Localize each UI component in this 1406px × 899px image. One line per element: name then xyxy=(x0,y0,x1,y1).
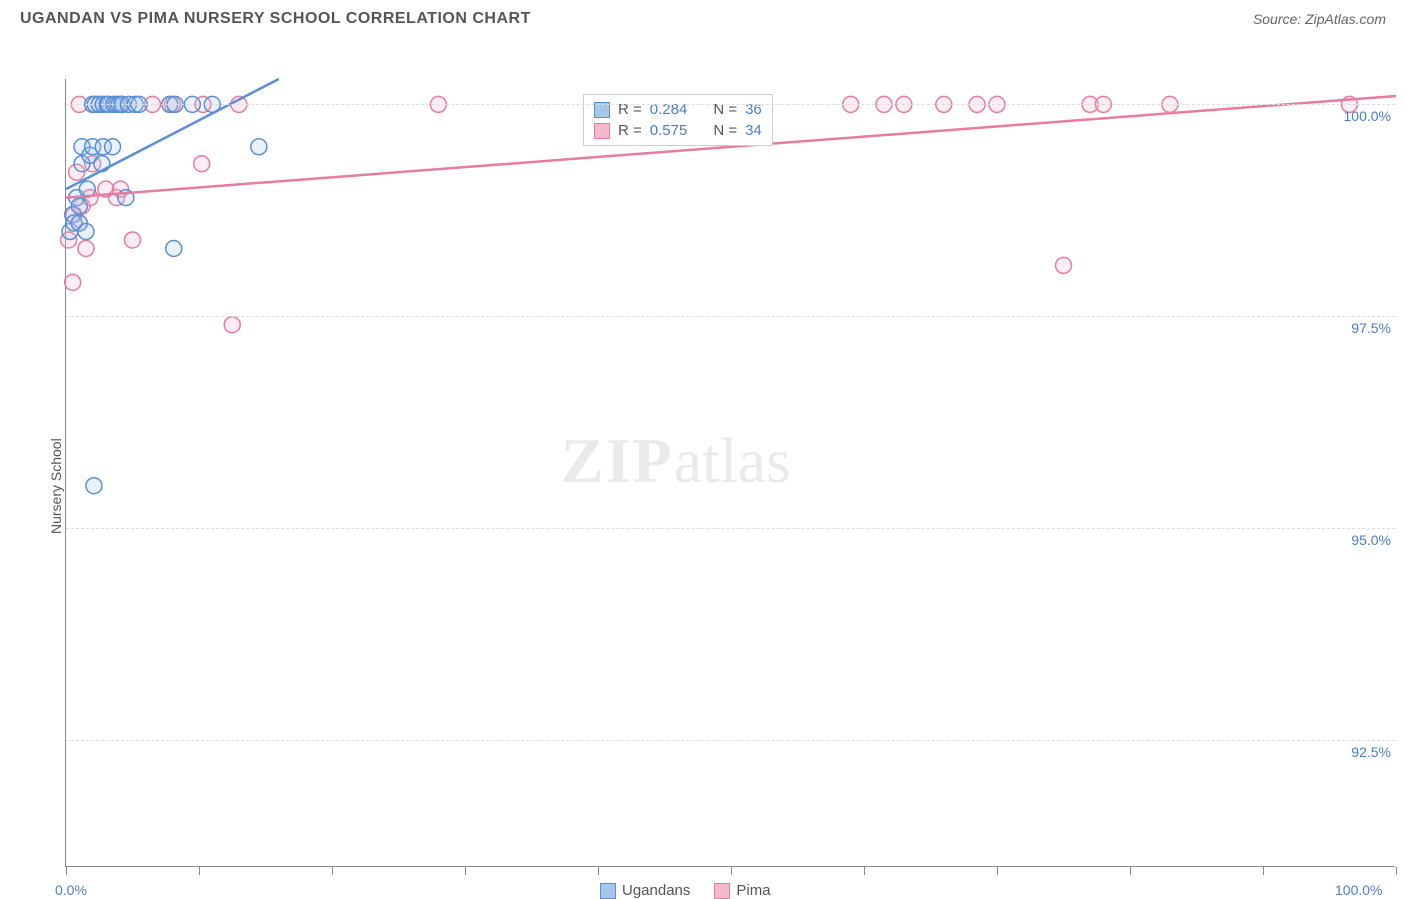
gridline xyxy=(66,104,1395,105)
stats-legend-box: R = 0.284 N = 36 R = 0.575 N = 34 xyxy=(583,94,773,146)
data-point xyxy=(251,139,267,155)
gridline xyxy=(66,528,1395,529)
gridline xyxy=(66,740,1395,741)
chart-title: UGANDAN VS PIMA NURSERY SCHOOL CORRELATI… xyxy=(20,10,531,28)
x-tick xyxy=(332,867,333,875)
gridline xyxy=(66,316,1395,317)
data-point xyxy=(194,156,210,172)
y-tick-label: 95.0% xyxy=(1336,532,1391,548)
legend-label-series2: Pima xyxy=(736,882,770,899)
data-point xyxy=(224,317,240,333)
legend-item-series2: Pima xyxy=(714,882,770,899)
y-axis-label: Nursery School xyxy=(48,438,64,534)
data-point xyxy=(125,232,141,248)
r-value-2: 0.575 xyxy=(650,122,688,139)
x-tick xyxy=(1263,867,1264,875)
data-point xyxy=(78,240,94,256)
y-tick-label: 100.0% xyxy=(1336,108,1391,124)
stats-row-series1: R = 0.284 N = 36 xyxy=(594,99,762,120)
data-point xyxy=(65,274,81,290)
x-tick xyxy=(598,867,599,875)
x-tick xyxy=(997,867,998,875)
legend-item-series1: Ugandans xyxy=(600,882,690,899)
data-point xyxy=(1056,257,1072,273)
plot-svg xyxy=(66,79,1396,867)
x-tick xyxy=(864,867,865,875)
x-tick xyxy=(465,867,466,875)
data-point xyxy=(71,198,87,214)
x-tick xyxy=(66,867,67,875)
data-point xyxy=(105,139,121,155)
y-tick-label: 97.5% xyxy=(1336,320,1391,336)
legend-swatch-series1 xyxy=(600,883,616,899)
x-tick xyxy=(1130,867,1131,875)
regression-line xyxy=(66,79,279,189)
n-label-2: N = xyxy=(713,122,737,139)
data-point xyxy=(78,224,94,240)
data-point xyxy=(86,478,102,494)
x-tick xyxy=(1396,867,1397,875)
x-axis-max-label: 100.0% xyxy=(1335,882,1382,898)
x-tick xyxy=(731,867,732,875)
stats-row-series2: R = 0.575 N = 34 xyxy=(594,120,762,141)
swatch-series2 xyxy=(594,123,610,139)
bottom-legend: Ugandans Pima xyxy=(600,882,771,899)
r-label-2: R = xyxy=(618,122,642,139)
data-point xyxy=(166,240,182,256)
source-attribution: Source: ZipAtlas.com xyxy=(1253,11,1386,27)
x-axis-min-label: 0.0% xyxy=(55,882,87,898)
legend-swatch-series2 xyxy=(714,883,730,899)
y-tick-label: 92.5% xyxy=(1336,744,1391,760)
legend-label-series1: Ugandans xyxy=(622,882,690,899)
n-value-2: 34 xyxy=(745,122,762,139)
x-tick xyxy=(199,867,200,875)
plot-area: ZIPatlas R = 0.284 N = 36 R = 0.575 N = … xyxy=(65,79,1395,867)
